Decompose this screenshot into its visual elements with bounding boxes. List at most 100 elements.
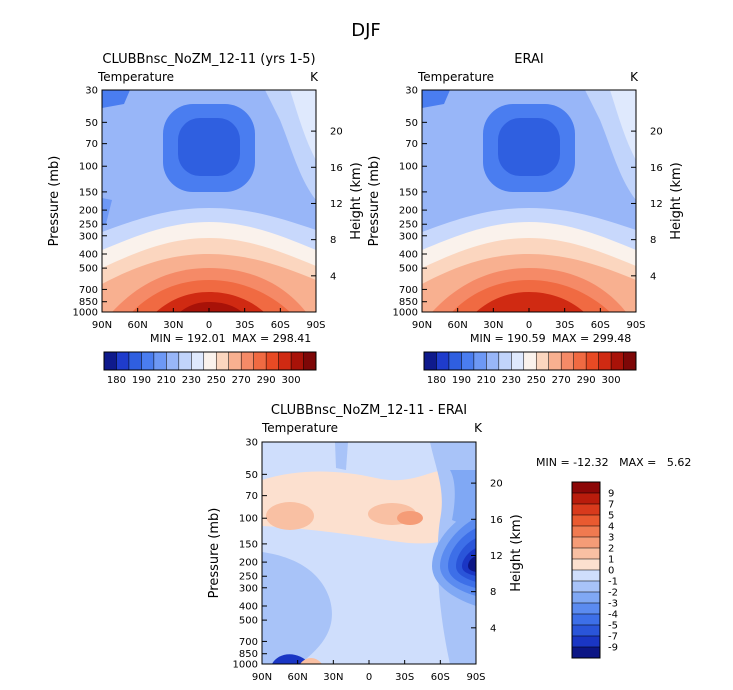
panel-obs-xtick-label: 90N [412, 320, 432, 331]
colorbar-0-label: 300 [282, 375, 301, 386]
panel-obs-ytick-label: 300 [399, 231, 418, 242]
colorbar-1-swatch [623, 351, 637, 371]
panel-obs-ylabel: Pressure (mb) [367, 156, 382, 247]
colorbar-1-label: 210 [477, 375, 496, 386]
colorbar-1-swatch [436, 351, 450, 371]
colorbar-0-swatch [103, 351, 117, 371]
colorbar-0-label: 210 [157, 375, 176, 386]
colorbar-1-label: 270 [552, 375, 571, 386]
panel-model-unit-label: K [310, 70, 319, 84]
panel-model-xtick-label: 0 [206, 320, 212, 331]
colorbar-diff-swatch [571, 646, 601, 659]
colorbar-diff-label: 2 [608, 544, 614, 555]
panel-model-variable-label: Temperature [97, 70, 174, 84]
panel-diff-xtick-label: 90N [252, 672, 272, 683]
panel-diff-y2label: Height (km) [509, 514, 524, 591]
panel-obs-ytick-label: 250 [399, 220, 418, 231]
panel-model-xtick-label: 60S [271, 320, 290, 331]
panel-diff-ytick-label: 250 [239, 572, 258, 583]
colorbar-diff-label: 5 [608, 511, 614, 522]
panel-obs-y2tick-label: 4 [650, 271, 656, 282]
colorbar-0-swatch [141, 351, 155, 371]
panel-diff-xtick-label: 60S [431, 672, 450, 683]
colorbar-1-frame [423, 351, 637, 371]
colorbar-1-label: 300 [602, 375, 621, 386]
colorbar-1-swatch [448, 351, 462, 371]
colorbar-0-swatch [228, 351, 242, 371]
colorbar-diff-swatch [571, 492, 601, 505]
panel-obs-cold-top-left [422, 90, 450, 108]
colorbar-diff-swatch [571, 558, 601, 571]
panel-model-xtick-label: 90S [306, 320, 325, 331]
panel-diff-y2tick-label: 8 [490, 587, 496, 598]
panel-obs-xtick-label: 30S [555, 320, 574, 331]
panel-diff-variable-label: Temperature [261, 421, 338, 435]
panel-model-xtick-label: 90N [92, 320, 112, 331]
panel-diff-contours [262, 442, 476, 664]
panel-obs-min-label: MIN = 190.59 [470, 332, 546, 345]
panel-obs-xtick-label: 90S [626, 320, 645, 331]
panel-obs-ytick-label: 30 [405, 86, 418, 97]
panel-diff-warm-blob-core [397, 511, 423, 525]
colorbar-0-label: 250 [207, 375, 226, 386]
panel-diff-ytick-label: 400 [239, 601, 258, 612]
panel-obs-y2tick-label: 12 [650, 199, 663, 210]
colorbar-diff-swatch [571, 547, 601, 560]
colorbar-1-label: 250 [527, 375, 546, 386]
panel-model: CLUBBnsc_NoZM_12-11 (yrs 1-5) Temperatur… [47, 52, 364, 345]
panel-diff-ytick-label: 200 [239, 558, 258, 569]
colorbar-0-swatch [153, 351, 167, 371]
panel-diff-unit-label: K [474, 421, 483, 435]
panel-model-ytick-label: 30 [85, 86, 98, 97]
panel-obs-band-290 [476, 292, 584, 312]
colorbar-1-swatch [560, 351, 575, 371]
colorbar-diff-label: 3 [608, 533, 614, 544]
panel-diff-y2tick-label: 12 [490, 551, 503, 562]
panel-diff-warm-surface [300, 658, 322, 664]
panel-diff-cool-top [335, 442, 348, 470]
panel-obs-ytick-label: 400 [399, 249, 418, 260]
panel-model-title: CLUBBnsc_NoZM_12-11 (yrs 1-5) [102, 52, 315, 67]
colorbar-diff-label: -3 [608, 599, 618, 610]
panel-model-cold-left [102, 198, 112, 226]
panel-obs-ytick-label: 850 [399, 297, 418, 308]
colorbar-1-swatch [523, 351, 537, 371]
panel-model-ytick-label: 300 [79, 231, 98, 242]
panel-model-y2tick-label: 20 [330, 127, 343, 138]
panel-diff-y2tick-label: 4 [490, 623, 496, 634]
panel-obs-unit-label: K [630, 70, 639, 84]
panel-model-ylabel: Pressure (mb) [47, 156, 62, 247]
panel-model-xtick-label: 60N [128, 320, 148, 331]
panel-model-contours [102, 90, 316, 312]
panel-obs-ytick-label: 700 [399, 285, 418, 296]
panel-model-band-295 [180, 302, 242, 312]
panel-model-ytick-label: 700 [79, 285, 98, 296]
panel-obs-ytick-label: 1000 [393, 308, 418, 319]
panel-obs-ytick-label: 500 [399, 264, 418, 275]
colorbar-diff-swatch [571, 624, 601, 637]
panel-model-y2tick-label: 16 [330, 163, 343, 174]
colorbar-1-swatch [585, 351, 600, 371]
panel-obs-title: ERAI [514, 52, 543, 67]
panel-obs-ytick-label: 70 [405, 139, 418, 150]
panel-obs-xtick-label: 0 [526, 320, 532, 331]
colorbar-1-swatch [473, 351, 487, 371]
panel-model-cold-top-left [102, 90, 130, 108]
colorbar-0-swatch [290, 351, 304, 371]
panel-diff-cool-left [262, 552, 332, 664]
panel-obs-y2tick-label: 20 [650, 127, 663, 138]
panel-diff-cold-6 [468, 556, 476, 572]
panel-model-ytick-label: 400 [79, 249, 98, 260]
colorbar-0-frame [103, 351, 317, 371]
colorbar-diff-swatch [571, 602, 601, 615]
colorbar-1-swatch [511, 351, 525, 371]
panel-diff-cold-surface [272, 654, 310, 664]
panel-model-ytick-label: 250 [79, 220, 98, 231]
panel-model-ytick-label: 850 [79, 297, 98, 308]
colorbar-diff-label: -2 [608, 588, 618, 599]
panel-obs-ytick-label: 50 [405, 118, 418, 129]
panel-diff-xtick-label: 30N [323, 672, 343, 683]
panel-model-dark-core-inner [178, 118, 240, 176]
panel-diff-xtick-label: 90S [466, 672, 485, 683]
panel-model-ytick-label: 50 [85, 118, 98, 129]
